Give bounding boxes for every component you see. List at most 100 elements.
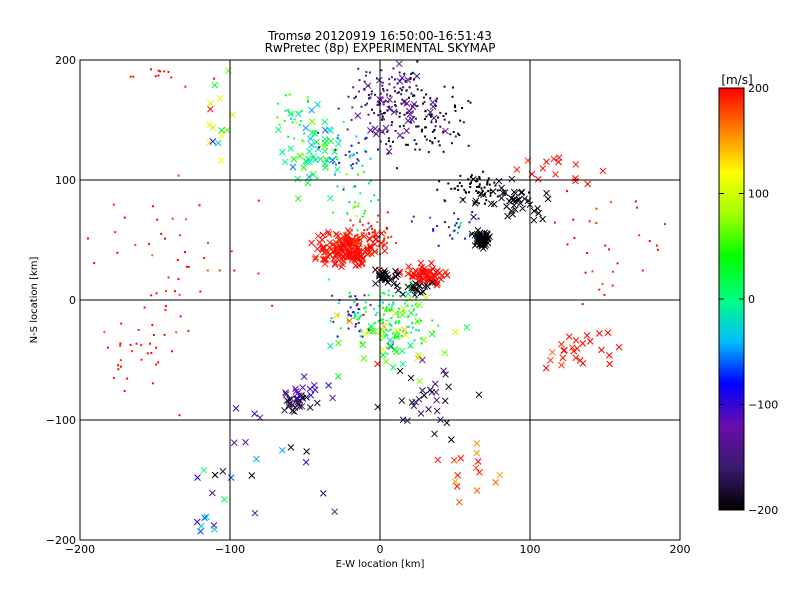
scatter-point-x [294,110,302,118]
scatter-point-x [302,157,310,165]
scatter-point-x [335,339,342,347]
scatter-point-x [366,327,373,335]
scatter-point-dot [388,78,391,81]
scatter-point-dot [206,269,209,272]
scatter-point-dot [157,69,160,72]
scatter-point-x [615,343,623,351]
scatter-point-dot [459,221,462,224]
scatter-point-dot [157,361,160,364]
scatter-point-dot [134,243,137,246]
scatter-point-x [318,236,326,244]
scatter-point-dot [392,301,395,304]
scatter-point-dot [357,173,360,176]
scatter-point-x [223,126,231,134]
scatter-point-x [358,252,365,260]
scatter-point-dot [429,97,432,100]
scatter-point-dot [328,157,331,160]
scatter-point-dot [460,185,463,188]
scatter-point-x [366,235,373,242]
scatter-point-x [227,474,235,481]
scatter-point-x [442,371,449,378]
scatter-point-x [542,364,550,372]
scatter-point-dot [451,237,454,240]
scatter-point-x [454,471,461,479]
scatter-point-dot [377,320,380,323]
scatter-point-dot [350,144,353,147]
scatter-point-dot [453,229,456,232]
scatter-point-dot [655,244,658,247]
scatter-point-dot [369,303,372,306]
scatter-point-dot [352,86,355,89]
scatter-point-dot [348,201,351,204]
scatter-point-dot [455,222,458,225]
scatter-point-dot [342,120,345,123]
scatter-point-dot [476,177,479,180]
scatter-point-dot [447,226,450,229]
scatter-point-x [342,237,350,245]
scatter-point-dot [608,248,611,251]
scatter-point-dot [442,150,445,153]
scatter-point-dot [368,226,371,229]
scatter-point-dot [143,306,146,309]
scatter-point-dot [137,329,140,332]
scatter-point-dot [372,234,375,237]
scatter-point-dot [407,96,410,99]
scatter-point-dot [458,181,461,184]
scatter-point-dot [405,299,408,302]
scatter-point-x [492,479,499,486]
scatter-point-dot [380,319,383,322]
scatter-point-x [420,336,427,344]
scatter-point-x [340,233,347,240]
scatter-point-dot [140,358,143,361]
scatter-point-x [291,404,299,411]
scatter-point-dot [422,102,425,105]
scatter-point-x [403,127,410,135]
scatter-point-x [359,341,367,349]
scatter-point-dot [152,205,155,208]
scatter-point-x [511,206,519,213]
scatter-point-dot [359,192,362,195]
scatter-point-x [355,251,363,258]
scatter-point-dot [350,164,353,167]
scatter-point-x [395,60,403,68]
y-axis-label: N-S location [km] [29,257,40,344]
scatter-point-dot [381,84,384,87]
scatter-point-dot [496,189,499,192]
scatter-point-dot [184,251,187,254]
scatter-point-dot [413,94,416,97]
scatter-point-dot [452,230,455,233]
scatter-point-x [539,215,546,223]
scatter-point-dot [347,327,350,330]
scatter-point-x [385,148,393,155]
scatter-point-x [279,148,286,156]
scatter-point-dot [386,308,389,311]
scatter-point-x [429,279,436,286]
scatter-point-x [419,387,426,394]
scatter-point-dot [376,250,379,253]
scatter-point-dot [394,90,397,93]
scatter-point-x [451,478,459,485]
scatter-point-dot [389,145,392,148]
scatter-point-dot [306,100,309,103]
scatter-point-dot [405,332,408,335]
scatter-point-dot [293,137,296,140]
scatter-point-dot [412,115,415,118]
scatter-point-x [381,247,389,255]
scatter-point-dot [338,139,341,142]
scatter-point-x [519,205,527,212]
scatter-point-dot [382,318,385,321]
scatter-point-dot [416,125,419,128]
scatter-point-dot [427,151,430,154]
scatter-point-x [211,81,219,89]
scatter-point-dot [412,215,415,218]
scatter-point-dot [402,124,405,127]
scatter-point-x [404,117,412,125]
scatter-point-dot [347,234,350,237]
scatter-point-x [558,340,565,348]
scatter-point-dot [352,153,355,156]
scatter-point-dot [364,74,367,77]
scatter-point-dot [372,307,375,310]
scatter-point-x [197,528,204,535]
scatter-point-dot [380,113,383,116]
scatter-point-x [203,513,210,521]
